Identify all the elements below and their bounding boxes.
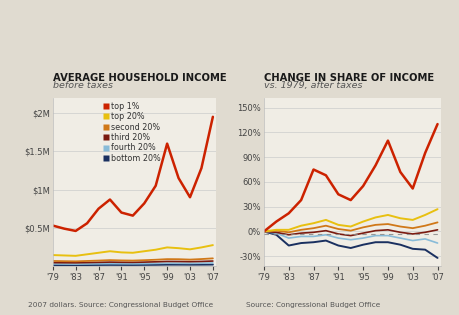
- Text: AVERAGE HOUSEHOLD INCOME: AVERAGE HOUSEHOLD INCOME: [53, 73, 226, 83]
- Text: Source: Congressional Budget Office: Source: Congressional Budget Office: [246, 302, 380, 308]
- Text: 2007 dollars. Source: Congressional Budget Office: 2007 dollars. Source: Congressional Budg…: [28, 302, 213, 308]
- Text: vs. 1979, after taxes: vs. 1979, after taxes: [264, 81, 363, 90]
- Text: before taxes: before taxes: [53, 81, 113, 90]
- Text: CHANGE IN SHARE OF INCOME: CHANGE IN SHARE OF INCOME: [264, 73, 434, 83]
- Legend: top 1%, top 20%, second 20%, third 20%, fourth 20%, bottom 20%: top 1%, top 20%, second 20%, third 20%, …: [102, 100, 162, 164]
